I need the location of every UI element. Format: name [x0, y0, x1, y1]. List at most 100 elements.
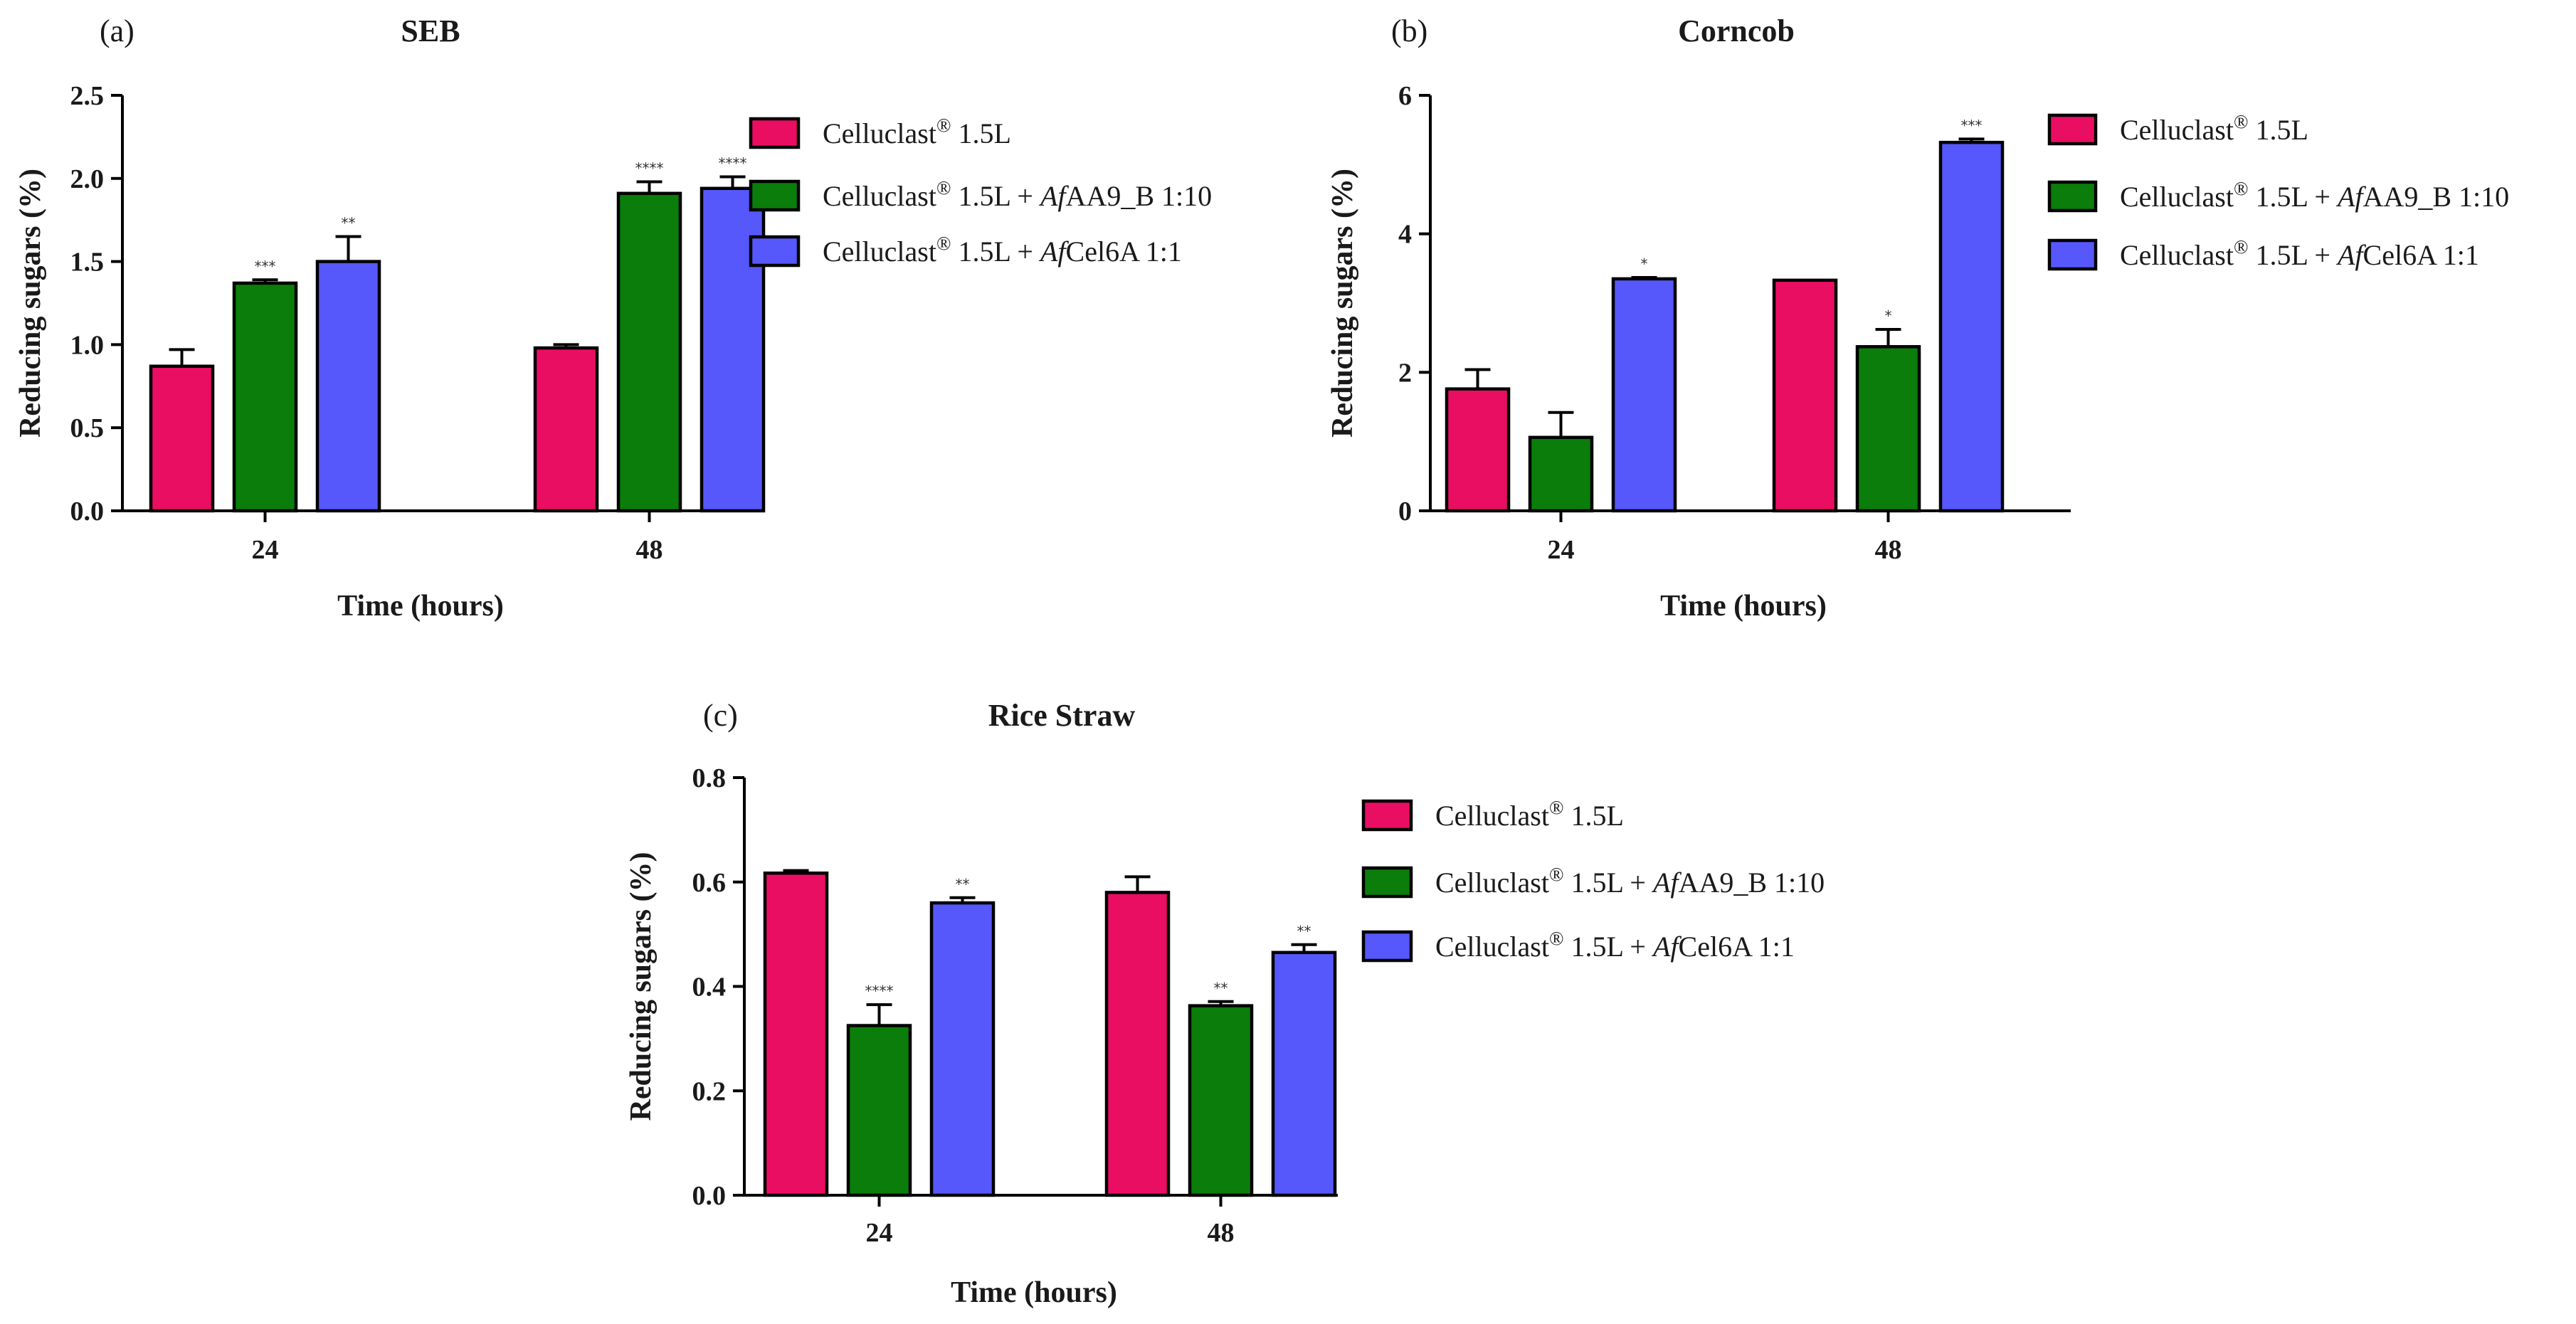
bar-1-1-1: [1855, 345, 1921, 513]
y-tick-label: 0.0: [70, 497, 105, 526]
x-tick-label: 48: [1875, 535, 1902, 565]
significance-label: **: [956, 876, 970, 893]
significance-label: **: [342, 215, 356, 232]
legend-label-2: Celluclast® 1.5L + AfCel6A 1:1: [2120, 236, 2479, 271]
significance-label: *: [1885, 307, 1892, 324]
legend-label-2: Celluclast® 1.5L + AfCel6A 1:1: [1435, 928, 1795, 963]
significance-label: ***: [255, 258, 276, 275]
bar-1-2-0: [1611, 277, 1677, 513]
y-tick-label: 0.0: [692, 1181, 727, 1211]
x-tick-label: 24: [1548, 535, 1575, 565]
x-axis-title: Time (hours): [1660, 590, 1827, 623]
chart-panel-2: (c) Rice Straw**** ******0.00.20.40.60.824…: [625, 698, 1825, 1309]
error-bar-1-2-0: [1631, 275, 1657, 279]
x-axis-title: Time (hours): [337, 590, 504, 623]
error-bar-0-0-1: [553, 343, 579, 349]
error-bar-1-0-0: [1464, 368, 1491, 389]
y-axis-title: Reducing sugars (%): [625, 852, 658, 1121]
bar-0-2-0: [315, 260, 381, 513]
error-bar-0-1-0: [252, 278, 278, 283]
legend-swatch-1: [749, 179, 801, 212]
x-axis-title: Time (hours): [951, 1276, 1117, 1309]
bar-0-1-0: [232, 281, 298, 513]
legend-swatch-0: [749, 117, 801, 149]
error-bar-0-1-1: [636, 180, 663, 194]
x-tick-label: 48: [636, 535, 663, 565]
panel-label: (c): [703, 698, 738, 733]
chart-title: Corncob: [1678, 14, 1795, 48]
y-tick-label: 2.5: [70, 81, 105, 111]
legend-swatch-0: [2047, 113, 2098, 146]
error-bar-2-0-1: [1124, 875, 1151, 893]
error-bar-2-2-0: [949, 896, 976, 904]
bar-0-0-1: [533, 346, 599, 513]
x-tick-label: 24: [252, 535, 279, 565]
panel-label: (a): [100, 14, 134, 48]
legend-swatch-0: [1361, 799, 1413, 832]
error-bar-0-2-1: [719, 175, 746, 189]
legend-label-0: Celluclast® 1.5L: [2120, 111, 2308, 146]
legend-swatch-2: [1361, 930, 1413, 963]
bar-2-1-1: [1188, 1004, 1254, 1197]
bar-2-2-1: [1271, 950, 1337, 1197]
legend-label-2: Celluclast® 1.5L + AfCel6A 1:1: [823, 233, 1182, 268]
chart-title: Rice Straw: [988, 698, 1136, 733]
bar-1-2-1: [1938, 140, 2005, 513]
significance-label: ****: [635, 159, 664, 176]
y-tick-label: 0.4: [692, 973, 727, 1002]
bar-2-2-0: [929, 901, 996, 1197]
chart-title: SEB: [401, 14, 460, 48]
y-tick-label: 0.8: [692, 763, 727, 793]
y-axis-title: Reducing sugars (%): [1326, 169, 1359, 438]
error-bar-1-1-0: [1548, 411, 1574, 438]
legend-label-1: Celluclast® 1.5L + AfAA9_B 1:10: [2120, 178, 2509, 213]
bar-0-1-1: [616, 191, 682, 513]
significance-label: **: [1214, 980, 1228, 997]
y-tick-label: 6: [1398, 81, 1412, 111]
error-bar-1-2-1: [1958, 137, 1985, 143]
significance-label: ****: [719, 154, 747, 171]
error-bar-0-0-0: [169, 348, 195, 366]
bar-1-1-0: [1528, 435, 1594, 513]
significance-label: ***: [1961, 117, 1983, 134]
legend-swatch-1: [2047, 180, 2098, 213]
bar-1-0-1: [1772, 278, 1838, 513]
y-tick-label: 1.5: [70, 248, 105, 277]
y-tick-label: 2: [1398, 358, 1412, 388]
bar-0-0-0: [149, 364, 215, 513]
y-tick-label: 0.2: [692, 1076, 727, 1106]
error-bar-1-1-1: [1875, 327, 1901, 347]
y-tick-label: 1.0: [70, 330, 105, 360]
y-tick-label: 0.5: [70, 413, 105, 443]
significance-label: *: [1641, 255, 1648, 272]
error-bar-2-0-0: [783, 869, 809, 874]
error-bar-2-1-1: [1208, 1000, 1234, 1006]
legend-swatch-2: [749, 235, 801, 268]
significance-label: **: [1297, 923, 1311, 940]
bar-2-0-1: [1104, 891, 1171, 1197]
legend-swatch-2: [2047, 238, 2098, 271]
y-axis-title: Reducing sugars (%): [14, 169, 47, 438]
legend-label-1: Celluclast® 1.5L + AfAA9_B 1:10: [1435, 864, 1825, 899]
bar-2-1-0: [846, 1024, 912, 1197]
error-bar-2-2-1: [1291, 943, 1317, 953]
bar-2-0-0: [763, 872, 829, 1197]
y-tick-label: 2.0: [70, 164, 105, 194]
y-tick-label: 0.6: [692, 868, 727, 898]
significance-label: ****: [865, 983, 894, 1000]
chart-panel-0: (a) SEB*************0.00.51.01.52.02.524 4…: [14, 14, 1212, 623]
y-tick-label: 4: [1398, 220, 1412, 250]
x-tick-label: 24: [866, 1218, 893, 1248]
x-tick-label: 48: [1208, 1218, 1235, 1248]
bar-1-0-0: [1445, 387, 1511, 513]
error-bar-2-1-0: [866, 1003, 892, 1026]
legend-label-0: Celluclast® 1.5L: [1435, 797, 1624, 832]
legend-label-0: Celluclast® 1.5L: [823, 115, 1011, 149]
legend-swatch-1: [1361, 866, 1413, 899]
y-tick-label: 0: [1398, 497, 1412, 526]
panel-label: (b): [1391, 14, 1427, 48]
legend-label-1: Celluclast® 1.5L + AfAA9_B 1:10: [823, 177, 1212, 212]
error-bar-0-2-0: [335, 235, 361, 262]
